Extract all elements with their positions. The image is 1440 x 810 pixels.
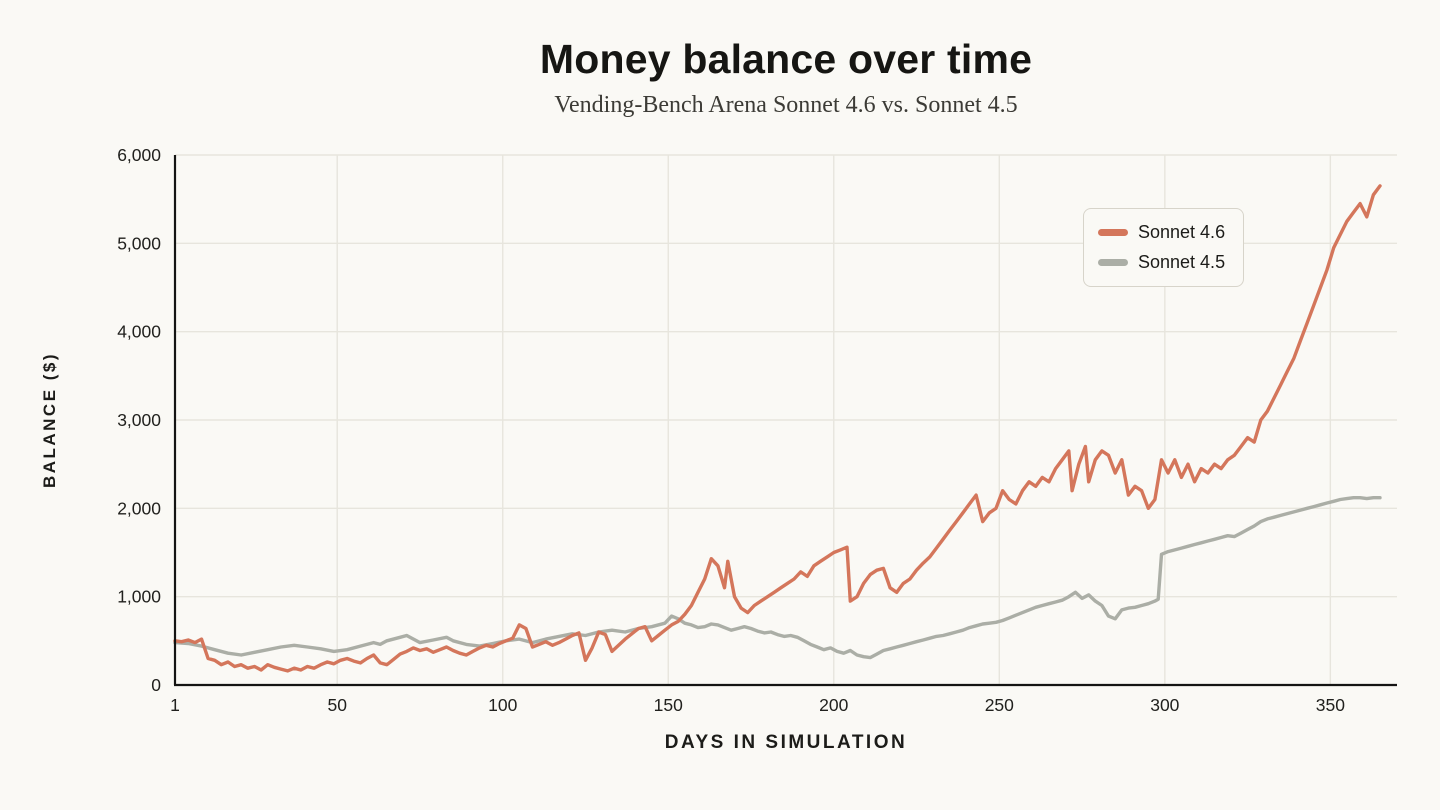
legend-item-sonnet-4-6: Sonnet 4.6: [1098, 222, 1225, 243]
y-tick-label: 1,000: [117, 587, 161, 607]
legend-label: Sonnet 4.5: [1138, 252, 1226, 272]
legend-swatch-sonnet-4-6: [1098, 229, 1128, 236]
x-tick-label: 250: [985, 695, 1014, 715]
y-tick-label: 2,000: [117, 498, 161, 518]
x-axis-label: DAYS IN SIMULATION: [664, 732, 908, 753]
series-line-sonnet-4-5: [173, 496, 1382, 660]
x-tick-label: 200: [819, 695, 848, 715]
chart-subtitle: Vending-Bench Arena Sonnet 4.6 vs. Sonne…: [554, 92, 1018, 118]
x-tick-label: 100: [488, 695, 517, 715]
x-tick-label: 1: [170, 695, 180, 715]
legend-item-sonnet-4-5: Sonnet 4.5: [1098, 252, 1225, 273]
y-tick-label: 5,000: [117, 233, 161, 253]
legend: Sonnet 4.6 Sonnet 4.5: [1083, 208, 1245, 287]
x-tick-label: 50: [327, 695, 347, 715]
series-line-sonnet-4-6: [173, 184, 1382, 673]
legend-label: Sonnet 4.6: [1138, 222, 1226, 242]
y-tick-label: 4,000: [117, 322, 161, 342]
y-tick-label: 6,000: [117, 145, 161, 165]
x-tick-label: 300: [1150, 695, 1179, 715]
y-axis-label: BALANCE ($): [40, 351, 59, 489]
x-tick-label: 150: [654, 695, 683, 715]
x-tick-label: 350: [1316, 695, 1345, 715]
chart-title: Money balance over time: [539, 36, 1033, 82]
y-tick-label: 3,000: [117, 410, 161, 430]
legend-swatch-sonnet-4-5: [1098, 259, 1128, 266]
y-tick-label: 0: [151, 675, 161, 695]
